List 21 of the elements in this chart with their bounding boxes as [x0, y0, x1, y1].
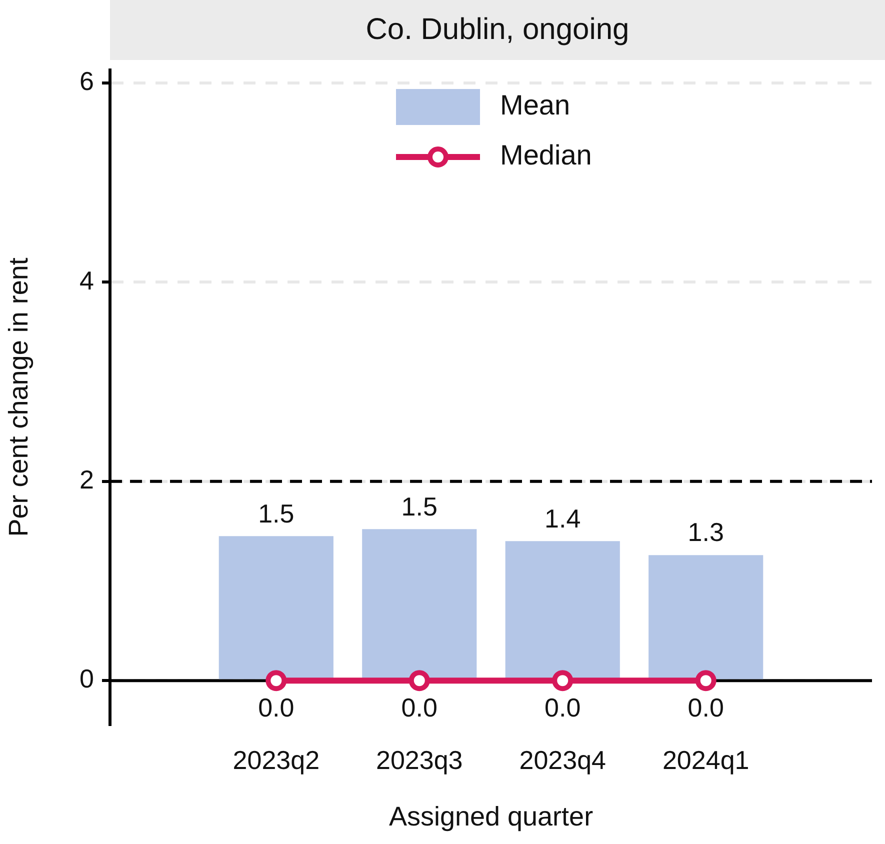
- x-axis-title: Assigned quarter: [388, 801, 594, 832]
- data-label: 0.0: [688, 692, 724, 723]
- chart-title: Co. Dublin, ongoing: [110, 0, 885, 60]
- x-tick-label: 2023q3: [376, 745, 463, 776]
- y-tick-label: 0: [80, 664, 94, 694]
- data-label: 1.4: [544, 503, 581, 534]
- data-label: 1.5: [258, 498, 294, 528]
- data-label: 0.0: [258, 692, 294, 723]
- legend-label: Mean: [500, 90, 570, 121]
- data-label: 1.5: [401, 491, 438, 522]
- data-label: 0.0: [544, 692, 581, 723]
- y-axis-title: Per cent change in rent: [4, 257, 34, 537]
- y-tick-label: 6: [80, 66, 94, 96]
- y-tick-label: 2: [80, 464, 94, 495]
- legend-label: Median: [500, 140, 592, 171]
- data-label: 0.0: [401, 692, 438, 723]
- x-tick-label: 2023q4: [519, 745, 606, 776]
- x-tick-label: 2023q2: [232, 745, 320, 776]
- x-tick-label: 2024q1: [662, 745, 750, 776]
- data-label: 1.3: [688, 517, 724, 548]
- y-tick-label: 4: [80, 265, 94, 296]
